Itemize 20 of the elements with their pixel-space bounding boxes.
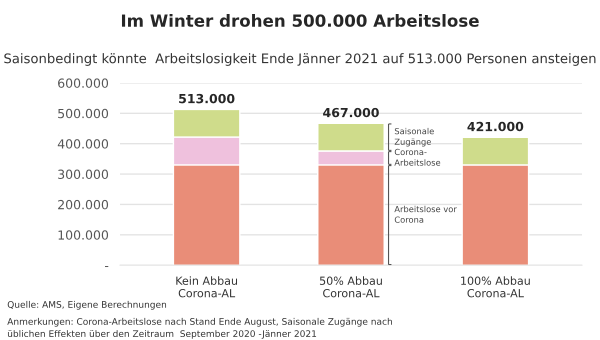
total-label: 467.000 (323, 108, 379, 118)
source-note: Quelle: AMS, Eigene Berechnungen (8, 300, 166, 310)
chart-subtitle: Saisonbedingt könnte Arbeitslosigkeit Ende Jänner 2021 auf 513.000 Personen ansteigen (4, 53, 596, 66)
x-tick-label: Kein Abbau Corona-AL (176, 276, 238, 298)
total-label: 513.000 (179, 94, 234, 104)
series-label: Arbeitslose vor Corona (394, 206, 457, 223)
y-tick-label: - (104, 266, 108, 268)
series-label: Corona- Arbeitslose (394, 148, 440, 166)
x-tick-label: 50% Abbau Corona-AL (320, 276, 382, 298)
y-tick-label: 600.000 (58, 78, 108, 88)
chart-title: Im Winter drohen 500.000 Arbeitslose (122, 14, 479, 27)
total-label: 421.000 (467, 122, 524, 132)
series-label: Saisonale Zugänge (394, 128, 434, 147)
x-tick-label: 100% Abbau Corona-AL (461, 276, 530, 298)
y-tick-label: 200.000 (58, 200, 108, 210)
y-tick-label: 300.000 (58, 170, 108, 180)
y-tick-label: 400.000 (58, 139, 108, 149)
y-tick-label: 100.000 (58, 230, 108, 240)
y-tick-label: 500.000 (58, 108, 108, 118)
text: Anmerkungen: Corona-Arbeitslose nach Stand Ende August, Saisonale Zugänge nach üblichen Effekten über den Zeitraum September 2020 -Jänner 2021 (7, 318, 392, 339)
